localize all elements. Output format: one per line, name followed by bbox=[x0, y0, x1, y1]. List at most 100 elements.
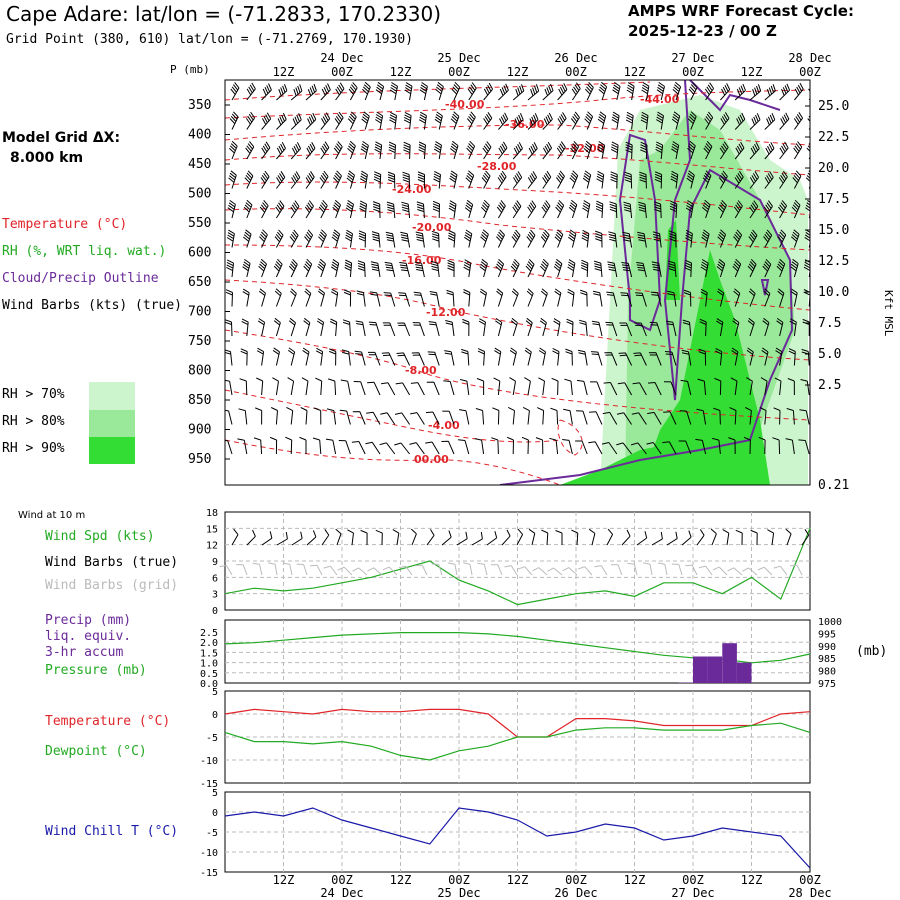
wind-barb bbox=[650, 291, 662, 307]
wind-barb bbox=[325, 438, 337, 455]
wind-barb bbox=[256, 377, 264, 396]
wind-barb bbox=[372, 201, 381, 219]
wind-barb bbox=[525, 317, 533, 337]
wind-barb bbox=[735, 529, 743, 546]
wind-barb bbox=[571, 529, 579, 546]
wind-barb bbox=[418, 141, 426, 160]
wind-barb bbox=[471, 531, 483, 546]
wind-barb bbox=[571, 82, 581, 101]
isotherm-label: -28.00 bbox=[477, 160, 517, 173]
pressure-tick-label: 400 bbox=[188, 128, 211, 143]
wind-barb bbox=[512, 113, 524, 130]
wind-barb bbox=[507, 406, 515, 425]
wind-barb bbox=[716, 318, 724, 337]
wind-barb bbox=[532, 567, 548, 576]
chill-tick-label: 0 bbox=[212, 808, 218, 819]
precip-tick-label: 0.5 bbox=[200, 669, 218, 680]
wind-barb bbox=[276, 84, 288, 101]
wind-barb bbox=[527, 113, 539, 130]
wind-barb bbox=[671, 563, 683, 576]
legend-cloud: Cloud/Precip Outline bbox=[2, 271, 159, 286]
wind-barb bbox=[568, 199, 578, 219]
wind-barb bbox=[652, 231, 662, 248]
top-hour-label: 12Z bbox=[507, 65, 529, 79]
wind-barb bbox=[481, 170, 491, 189]
temp-tick-label: 5 bbox=[212, 687, 218, 698]
wind-barb bbox=[640, 111, 649, 130]
wind-barb bbox=[479, 288, 487, 307]
wind-barb bbox=[290, 200, 300, 219]
wind-barb bbox=[807, 114, 810, 130]
wind-barb bbox=[557, 112, 567, 130]
precip-bar bbox=[722, 643, 737, 683]
wind-barb bbox=[759, 406, 767, 425]
wind-barb bbox=[714, 377, 722, 396]
wind-barb bbox=[272, 377, 279, 396]
wind-barb bbox=[425, 441, 440, 455]
wind-barb bbox=[288, 258, 298, 278]
wind-barb bbox=[416, 201, 425, 219]
wind-barb bbox=[478, 318, 486, 337]
wind-barb bbox=[352, 567, 368, 576]
wind-barb bbox=[496, 229, 505, 248]
wind-barb bbox=[788, 348, 796, 366]
wind-barb bbox=[804, 229, 810, 248]
temp-panel: 5 0 -5 -10 -15 bbox=[200, 687, 811, 790]
wind-barb bbox=[346, 170, 355, 189]
precip-label: Precip (mm) bbox=[45, 613, 132, 628]
wind-barb bbox=[268, 562, 278, 576]
wind-barb bbox=[601, 442, 618, 455]
wind-barb bbox=[664, 351, 677, 366]
wind-speed-tick-label: 15 bbox=[206, 524, 218, 535]
wind-barbs-true-label: Wind Barbs (true) bbox=[45, 555, 179, 570]
bottom-hour-label: 00Z bbox=[565, 873, 587, 887]
wind-barb bbox=[382, 566, 398, 576]
rh80-swatch bbox=[89, 410, 135, 437]
wind-barb bbox=[742, 567, 758, 576]
wind-barb bbox=[540, 288, 548, 307]
wind-barb bbox=[339, 409, 351, 425]
wind-barb bbox=[512, 84, 525, 101]
wind-barb bbox=[764, 142, 775, 160]
wind-barb bbox=[304, 288, 312, 307]
wind-barb bbox=[227, 199, 236, 219]
wind-barb bbox=[359, 170, 368, 189]
wind-barb bbox=[480, 229, 489, 248]
wind-barb bbox=[750, 529, 758, 546]
isotherm bbox=[225, 389, 561, 443]
wind-barb bbox=[403, 111, 412, 130]
wind-barb bbox=[323, 565, 338, 576]
forecast-cycle-value: 2025-12-23 / 00 Z bbox=[628, 22, 777, 40]
wind-barb bbox=[361, 111, 370, 130]
wind-barb bbox=[493, 377, 501, 396]
top-hour-label: 00Z bbox=[331, 65, 353, 79]
wind-barb bbox=[384, 261, 396, 278]
wind-barb bbox=[577, 349, 588, 366]
wind-barb bbox=[260, 170, 270, 189]
isotherm-label: 00.00 bbox=[414, 453, 449, 466]
wind-barb bbox=[335, 82, 345, 101]
pressure-tick-label: 980 bbox=[818, 667, 836, 678]
wind-barb bbox=[257, 318, 266, 337]
wind-barb bbox=[789, 318, 797, 337]
wind-barb bbox=[596, 170, 605, 189]
wind-barb bbox=[466, 111, 476, 130]
wind-barb bbox=[656, 81, 665, 101]
legend-wind: Wind Barbs (kts) (true) bbox=[2, 298, 183, 313]
chill-panel: 5 0 -5 -10 -15 bbox=[200, 788, 811, 879]
wind-barb bbox=[333, 170, 342, 189]
wind-barb bbox=[341, 349, 351, 366]
wind-barb bbox=[246, 82, 256, 101]
wind-barb bbox=[671, 141, 680, 160]
pressure-tick-label: 650 bbox=[188, 275, 211, 290]
pressure-tick-label: 950 bbox=[188, 452, 211, 467]
wind-barb bbox=[551, 377, 559, 396]
wind-barb bbox=[409, 442, 425, 455]
top-hour-label: 00Z bbox=[448, 65, 470, 79]
wind-barb bbox=[662, 441, 677, 455]
wind-barb bbox=[588, 528, 596, 546]
wind-barb bbox=[700, 288, 708, 307]
top-hour-label: 12Z bbox=[741, 65, 763, 79]
wind-barb bbox=[510, 258, 520, 278]
pressure-tick-label: 1000 bbox=[818, 617, 842, 628]
